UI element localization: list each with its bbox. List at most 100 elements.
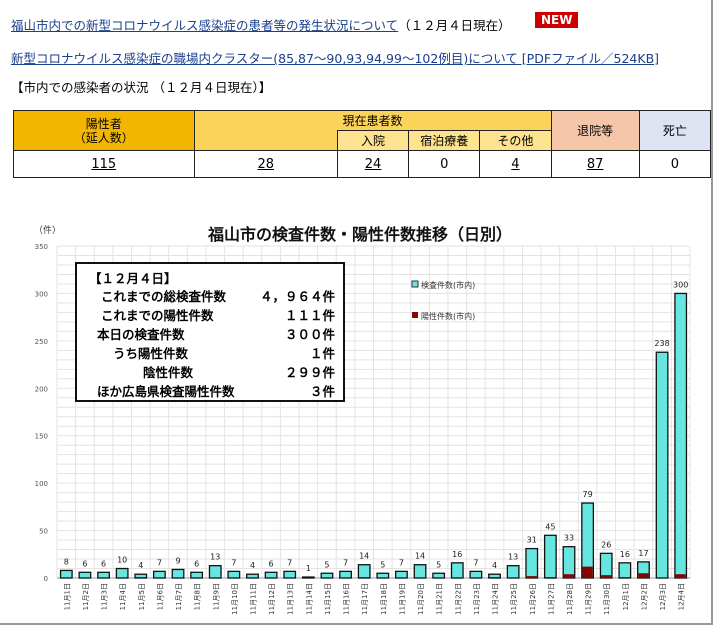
positive-bar xyxy=(359,577,370,578)
test-data-label: 33 xyxy=(564,534,574,543)
test-data-label: 13 xyxy=(508,553,518,562)
x-tick-label: 11月14日 xyxy=(305,583,313,615)
test-bar xyxy=(618,562,632,579)
test-data-label: 7 xyxy=(287,558,292,567)
x-tick-label: 11月19日 xyxy=(398,583,406,615)
test-bar xyxy=(413,564,427,579)
x-tick-label: 11月13日 xyxy=(287,583,295,615)
test-data-label: 26 xyxy=(601,540,611,549)
header-current: 現在患者数 xyxy=(193,110,552,131)
positive-bar xyxy=(582,566,593,578)
chart-title: 福山市の検査件数・陽性件数推移（日別） xyxy=(207,225,512,244)
test-data-label: 5 xyxy=(380,560,385,569)
value-other[interactable]: 4 xyxy=(479,150,552,178)
x-tick-label: 11月24日 xyxy=(492,583,500,615)
value-current[interactable]: 28 xyxy=(193,150,338,178)
summary-label: 本日の検査件数 xyxy=(97,327,185,342)
test-data-label: 14 xyxy=(415,552,425,561)
legend-swatch-positive xyxy=(412,312,418,318)
status-date: （１２月４日現在） xyxy=(398,18,511,33)
y-tick-label: 300 xyxy=(35,290,48,298)
test-data-label: 6 xyxy=(82,559,87,568)
y-tick-label: 250 xyxy=(35,338,48,346)
test-data-label: 7 xyxy=(157,558,162,567)
positive-bar xyxy=(489,577,500,578)
test-bar xyxy=(599,552,613,579)
positive-bar xyxy=(545,577,556,578)
test-bar xyxy=(395,570,408,579)
test-bar xyxy=(171,568,185,579)
x-tick-label: 12月4日 xyxy=(678,583,686,610)
y-tick-label: 350 xyxy=(35,243,48,251)
cluster-pdf-link[interactable]: 新型コロナウイルス感染症の職場内クラスター(85,87～90,93,94,99～… xyxy=(11,51,660,66)
test-data-label: 7 xyxy=(231,558,236,567)
test-bar xyxy=(301,576,315,579)
summary-value: １件 xyxy=(309,346,335,361)
x-tick-label: 12月3日 xyxy=(659,583,667,610)
x-tick-label: 11月4日 xyxy=(119,583,127,610)
status-table: 陽性者 （延人数） 現在患者数 退院等 死亡 入院 宿泊療養 その他 115 2… xyxy=(13,110,712,178)
test-bar xyxy=(525,547,539,579)
test-bar xyxy=(190,571,204,579)
x-tick-label: 11月3日 xyxy=(101,583,109,610)
x-tick-label: 11月17日 xyxy=(361,583,369,615)
test-bar xyxy=(227,570,241,579)
test-bar xyxy=(655,351,669,579)
positive-bar xyxy=(638,573,649,578)
y-tick-label: 200 xyxy=(35,385,48,393)
x-tick-label: 11月15日 xyxy=(324,583,332,615)
test-bar xyxy=(208,565,222,579)
positive-bar xyxy=(601,575,612,578)
test-bar xyxy=(283,570,297,579)
test-bar xyxy=(59,569,73,579)
test-bar xyxy=(320,572,334,579)
test-bar xyxy=(78,571,92,579)
test-bar xyxy=(115,567,129,579)
test-bar xyxy=(246,573,259,579)
summary-value: ３００件 xyxy=(284,327,335,342)
legend: 検査件数(市内) 陽性件数(市内) xyxy=(411,280,475,321)
summary-value: １１１件 xyxy=(284,308,335,323)
test-data-label: 45 xyxy=(545,522,555,531)
test-bar xyxy=(674,292,688,579)
test-data-label: 17 xyxy=(638,549,648,558)
header-positive: 陽性者 （延人数） xyxy=(13,110,195,151)
test-data-label: 1 xyxy=(306,564,311,573)
test-data-label: 79 xyxy=(583,490,593,499)
x-tick-label: 11月11日 xyxy=(249,583,257,615)
summary-box: 【１２月４日】 これまでの総検査件数 ４，９６４件 これまでの陽性件数 １１１件… xyxy=(75,262,345,402)
x-tick-label: 12月2日 xyxy=(640,583,648,610)
status-link[interactable]: 福山市内での新型コロナウイルス感染症の患者等の発生状況について xyxy=(11,18,399,33)
status-row: 福山市内での新型コロナウイルス感染症の患者等の発生状況について（１２月４日現在） xyxy=(11,15,511,34)
value-discharged[interactable]: 87 xyxy=(550,150,640,178)
test-bar xyxy=(357,564,371,579)
y-axis-label: （件） xyxy=(34,224,61,236)
test-bar xyxy=(152,570,166,579)
legend-positive: 陽性件数(市内) xyxy=(421,311,475,321)
y-tick-label: 0 xyxy=(44,575,48,583)
x-tick-label: 11月6日 xyxy=(156,583,164,610)
test-bar xyxy=(506,565,520,579)
y-tick-label: 150 xyxy=(35,433,48,441)
y-tick-label: 100 xyxy=(35,480,48,488)
test-data-label: 4 xyxy=(250,561,255,570)
summary-date: 【１２月４日】 xyxy=(89,271,177,286)
test-data-label: 7 xyxy=(343,558,348,567)
test-data-label: 7 xyxy=(399,558,404,567)
test-bar xyxy=(264,571,278,579)
x-tick-label: 11月23日 xyxy=(473,583,481,615)
test-data-label: 16 xyxy=(620,550,630,559)
x-tick-label: 11月25日 xyxy=(510,583,518,615)
test-data-label: 4 xyxy=(492,561,497,570)
x-tick-label: 11月30日 xyxy=(603,583,611,615)
value-hospital[interactable]: 24 xyxy=(336,150,410,178)
x-tick-label: 11月28日 xyxy=(566,583,574,615)
summary-value: ４，９６４件 xyxy=(259,289,335,304)
positive-bar xyxy=(675,574,686,578)
x-tick-label: 11月21日 xyxy=(436,583,444,615)
value-positive[interactable]: 115 xyxy=(13,150,195,178)
new-badge: NEW xyxy=(535,12,579,28)
